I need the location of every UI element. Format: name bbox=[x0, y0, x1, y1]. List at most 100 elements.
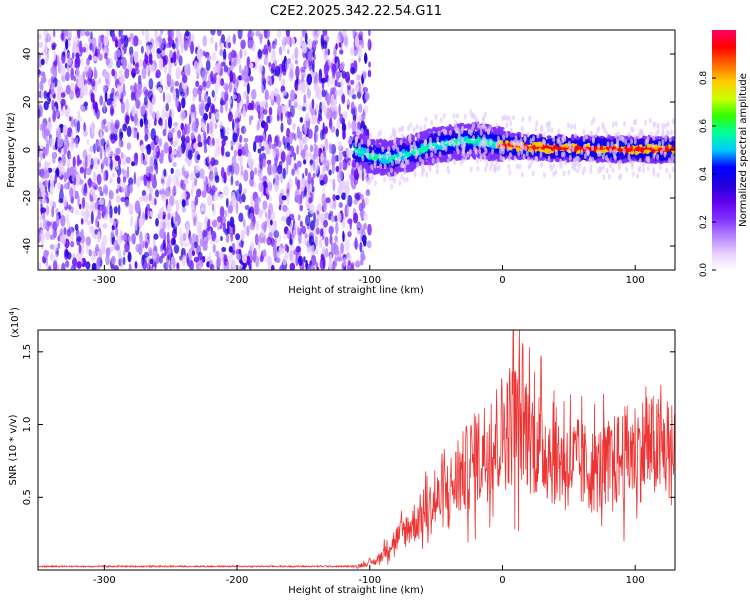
spectrogram-noise-cell bbox=[181, 97, 186, 109]
spectrogram-noise-cell bbox=[171, 30, 174, 39]
spectrogram-noise-cell bbox=[236, 253, 242, 261]
spectrogram-noise-cell bbox=[335, 90, 339, 96]
spectrogram-noise-cell bbox=[104, 52, 108, 60]
spectrogram-noise-cell bbox=[282, 257, 287, 266]
spectrogram-noise-cell bbox=[199, 168, 205, 179]
spectrogram-noise-cell bbox=[333, 106, 338, 112]
spectrogram-noise-cell bbox=[204, 94, 208, 101]
spectrogram-noise-cell bbox=[288, 250, 294, 262]
spectrogram-noise-cell bbox=[297, 84, 303, 92]
spectrogram-signal-cell bbox=[470, 140, 477, 144]
spectrogram-noise-cell bbox=[205, 103, 210, 113]
spectrogram-noise-cell bbox=[139, 216, 145, 227]
spectrogram-noise-cell bbox=[326, 93, 331, 106]
spectrogram-noise-cell bbox=[115, 155, 120, 162]
spectrogram-noise-cell bbox=[145, 45, 150, 56]
spectrogram-signal-cell bbox=[411, 164, 416, 169]
spectrogram-noise-cell bbox=[225, 151, 231, 158]
spectrogram-noise-cell bbox=[170, 57, 174, 64]
spectrogram-signal-cell bbox=[655, 136, 661, 140]
spectrogram-signal-cell bbox=[492, 136, 498, 142]
spectrogram-noise-cell bbox=[181, 111, 187, 120]
spectrogram-noise-cell bbox=[148, 249, 153, 257]
spectrogram-signal-cell bbox=[354, 156, 360, 160]
spectrogram-noise-cell bbox=[280, 122, 284, 133]
spectrogram-noise-cell bbox=[52, 228, 56, 241]
spectrogram-noise-cell bbox=[232, 33, 236, 45]
spectrogram-noise-cell bbox=[280, 171, 283, 184]
spectrogram-noise-cell bbox=[331, 263, 335, 270]
spectrogram-noise-cell bbox=[39, 149, 43, 163]
spectrogram-noise-cell bbox=[208, 174, 214, 180]
spectrogram-noise-cell bbox=[50, 76, 54, 84]
spectrogram-noise-cell bbox=[296, 145, 299, 156]
spectrogram-noise-cell bbox=[367, 38, 372, 51]
spectrogram-noise-cell bbox=[239, 49, 243, 59]
spectrogram-noise-cell bbox=[220, 78, 225, 87]
spectrogram-noise-cell bbox=[234, 121, 240, 129]
spectrogram-noise-cell bbox=[348, 89, 353, 98]
spectrogram-noise-cell bbox=[342, 111, 348, 120]
spectrogram-noise-cell bbox=[74, 223, 79, 231]
spectrogram-noise-cell bbox=[334, 215, 338, 223]
spectrogram-noise-cell bbox=[262, 108, 268, 115]
spectrogram-signal-cell bbox=[365, 165, 370, 169]
spectrogram-noise-cell bbox=[88, 146, 94, 153]
spectrogram-noise-cell bbox=[278, 192, 284, 205]
spectrogram-noise-cell bbox=[243, 169, 249, 182]
spectrogram-noise-cell bbox=[115, 194, 121, 204]
spectrogram-noise-cell bbox=[278, 246, 282, 256]
spectrogram-noise-cell bbox=[278, 204, 282, 211]
spectrogram-noise-cell bbox=[134, 200, 141, 214]
spectrogram-noise-cell bbox=[243, 65, 249, 77]
spectrogram-noise-cell bbox=[74, 63, 79, 69]
spectrogram-noise-cell bbox=[275, 94, 281, 106]
spectrogram-noise-cell bbox=[236, 77, 239, 88]
spectrogram-noise-cell bbox=[247, 156, 251, 166]
spectrogram-noise-cell bbox=[160, 58, 164, 71]
spectrogram-noise-cell bbox=[268, 77, 273, 87]
spectrogram-noise-cell bbox=[229, 70, 234, 83]
spectrogram-noise-cell bbox=[345, 179, 350, 190]
spectrogram-noise-cell bbox=[90, 158, 94, 169]
spectrogram-noise-cell bbox=[320, 77, 327, 84]
spectrogram-noise-cell bbox=[146, 262, 150, 270]
spectrogram-noise-cell bbox=[259, 210, 263, 217]
spectrogram-noise-cell bbox=[45, 143, 49, 157]
spectrogram-noise-cell bbox=[298, 105, 303, 111]
spectrogram-noise-cell bbox=[148, 44, 153, 55]
spectrogram-noise-cell bbox=[306, 73, 313, 86]
spectrogram-noise-cell bbox=[353, 47, 358, 57]
spectrogram-noise-cell bbox=[83, 83, 88, 96]
spectrogram-noise-cell bbox=[52, 259, 58, 270]
spectrogram-noise-cell bbox=[264, 53, 269, 64]
spectrogram-noise-cell bbox=[342, 230, 345, 243]
spectrogram-noise-cell bbox=[83, 167, 87, 180]
spectrogram-noise-cell bbox=[93, 156, 98, 166]
spectrogram-noise-cell bbox=[173, 124, 178, 133]
spectrogram-noise-cell bbox=[194, 164, 200, 174]
spectrogram-noise-cell bbox=[121, 180, 126, 193]
spectrogram-noise-cell bbox=[241, 253, 248, 264]
spectrogram-noise-cell bbox=[190, 104, 195, 113]
spectrogram-noise-cell bbox=[364, 197, 369, 206]
spectrogram-noise-cell bbox=[69, 89, 74, 100]
spectrogram-signal-cell bbox=[599, 158, 606, 163]
spectrogram-noise-cell bbox=[216, 216, 223, 223]
spectrogram-noise-cell bbox=[88, 249, 92, 257]
spectrogram-noise-cell bbox=[249, 264, 252, 270]
spectrogram-noise-cell bbox=[260, 100, 266, 108]
spectrogram-noise-cell bbox=[250, 196, 253, 207]
spectrogram-noise-cell bbox=[125, 114, 130, 125]
spectrogram-noise-cell bbox=[195, 80, 200, 88]
spectrogram-noise-cell bbox=[301, 225, 307, 235]
spectrogram-noise-cell bbox=[139, 175, 144, 181]
spectrogram-noise-cell bbox=[56, 214, 60, 228]
spectrogram-signal-cell bbox=[477, 136, 482, 143]
spectrogram-noise-cell bbox=[230, 175, 234, 186]
spectrogram-noise-cell bbox=[89, 42, 93, 51]
spectrogram-noise-cell bbox=[241, 69, 245, 81]
spectrogram-noise-cell bbox=[350, 67, 355, 75]
spectrogram-noise-cell bbox=[227, 111, 233, 122]
spectrogram-noise-cell bbox=[365, 191, 371, 197]
